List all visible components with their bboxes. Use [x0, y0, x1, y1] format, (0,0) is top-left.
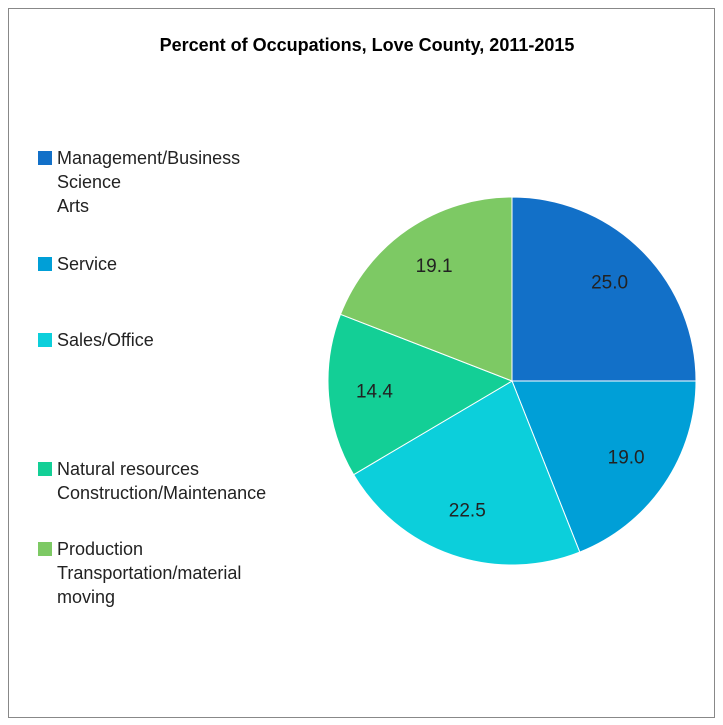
- legend-item: Natural resources Construction/Maintenan…: [38, 457, 266, 505]
- legend-swatch: [38, 257, 52, 271]
- data-label: 25.0: [591, 272, 628, 293]
- data-label: 14.4: [356, 381, 393, 402]
- legend-item: Sales/Office: [38, 328, 154, 352]
- legend-swatch: [38, 333, 52, 347]
- data-label: 22.5: [449, 501, 486, 522]
- legend-label: Natural resources Construction/Maintenan…: [57, 459, 267, 503]
- pie-slice: [327, 313, 514, 476]
- pie-slice: [352, 380, 581, 566]
- data-label: 19.1: [416, 256, 453, 277]
- legend-swatch: [38, 542, 52, 556]
- legend-label: Management/Business Science Arts: [57, 148, 241, 216]
- pie-slice: [339, 196, 513, 382]
- legend-item: Management/Business Science Arts: [38, 146, 240, 218]
- legend-label: Sales/Office: [57, 330, 154, 350]
- legend-label: Production Transportation/material movin…: [57, 539, 242, 607]
- pie-slice: [511, 380, 697, 553]
- legend-item: Service: [38, 252, 117, 276]
- chart-title: Percent of Occupations, Love County, 201…: [160, 35, 575, 55]
- legend-swatch: [38, 151, 52, 165]
- legend-item: Production Transportation/material movin…: [38, 537, 241, 609]
- data-label: 19.0: [608, 448, 645, 469]
- pie-slice: [511, 196, 697, 382]
- legend-label: Service: [57, 254, 118, 274]
- legend-swatch: [38, 462, 52, 476]
